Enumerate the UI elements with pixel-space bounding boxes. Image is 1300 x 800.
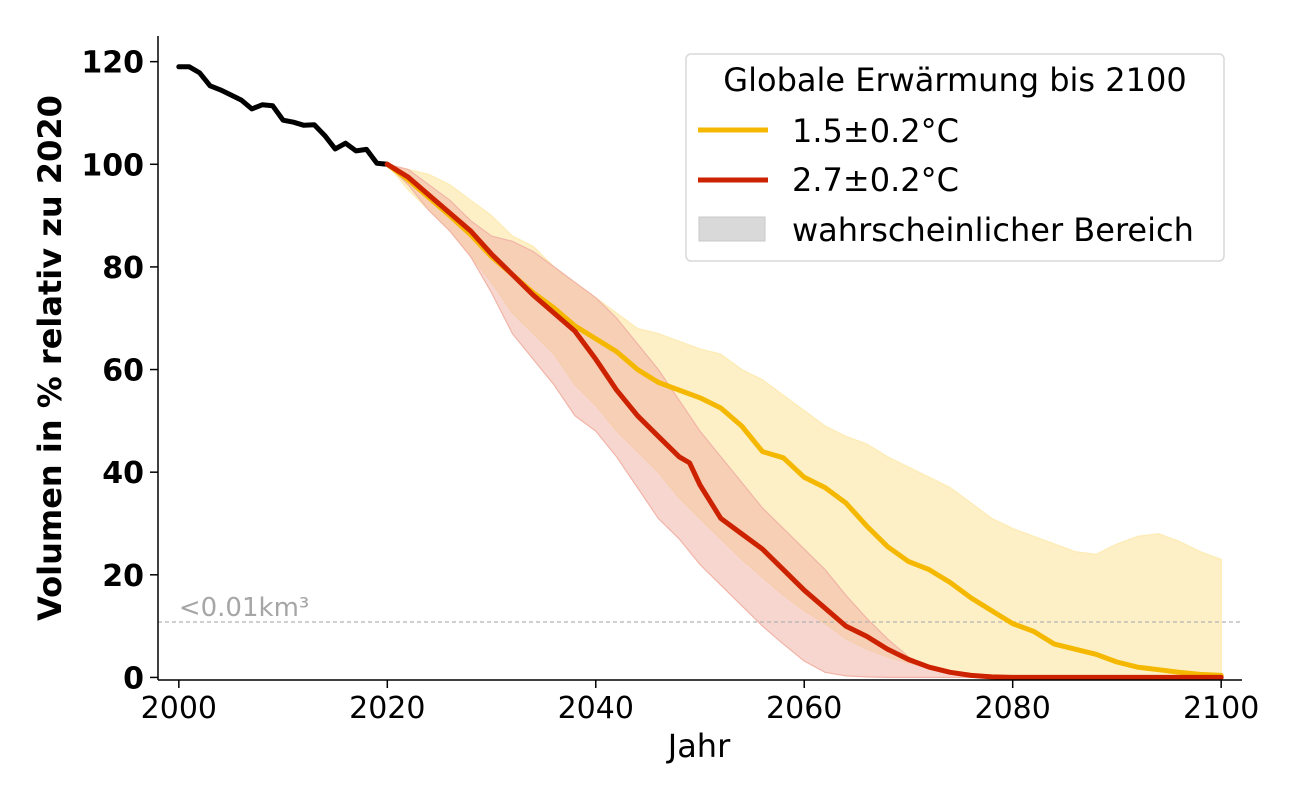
legend-title: Globale Erwärmung bis 2100 (723, 61, 1186, 99)
x-tick-label: 2100 (1183, 691, 1259, 726)
legend-label-band: wahrscheinlicher Bereich (792, 211, 1194, 249)
y-tick-label: 20 (102, 559, 144, 594)
uncertainty-bands (385, 163, 1222, 678)
x-tick-label: 2080 (975, 691, 1051, 726)
x-tick-label: 2060 (766, 691, 842, 726)
x-axis-title: Jahr (666, 727, 731, 765)
legend-box (685, 53, 1225, 262)
band-high-warming (385, 163, 1222, 678)
x-ticks: 2000 2020 2040 2060 2080 2100 (141, 680, 1259, 726)
legend-label-low: 1.5±0.2°C (792, 112, 959, 150)
y-tick-label: 0 (123, 661, 144, 696)
x-tick-label: 2040 (558, 691, 634, 726)
line-high-warming (384, 161, 1224, 680)
x-tick-label: 2020 (349, 691, 425, 726)
y-axis-title: Volumen in % relativ zu 2020 (31, 95, 69, 621)
legend: Globale Erwärmung bis 2100 1.5±0.2°C 2.7… (685, 53, 1225, 262)
y-tick-label: 120 (81, 46, 144, 81)
series-lines (176, 64, 1224, 680)
y-ticks: 0 20 40 60 80 100 120 (81, 46, 158, 696)
threshold-line-group: <0.01km³ (158, 593, 1242, 623)
threshold-label: <0.01km³ (179, 593, 309, 623)
historical-line (176, 64, 390, 167)
y-tick-label: 40 (102, 456, 144, 491)
legend-swatch-band (698, 216, 766, 242)
y-tick-label: 60 (102, 354, 144, 389)
y-tick-label: 100 (81, 148, 144, 183)
legend-label-high: 2.7±0.2°C (792, 161, 959, 199)
y-tick-label: 80 (102, 251, 144, 286)
x-tick-label: 2000 (141, 691, 217, 726)
